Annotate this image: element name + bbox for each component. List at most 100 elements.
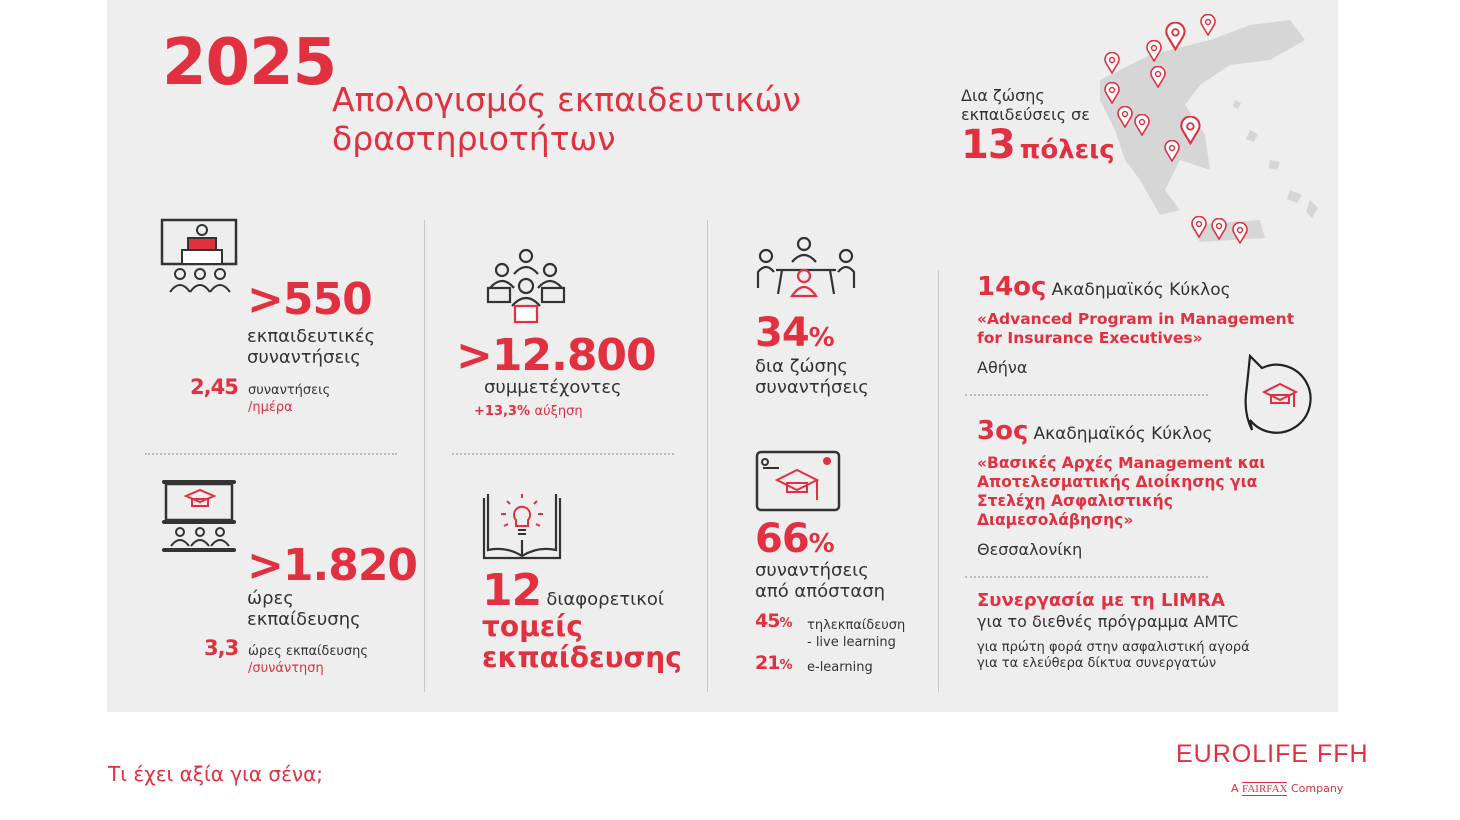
dotted-divider [965, 576, 1208, 578]
meetings-per-day-label: συναντήσεις/ημέρα [248, 382, 330, 416]
remote-stat: 66% [755, 516, 835, 562]
divider [938, 270, 939, 692]
divider [707, 220, 708, 692]
page-title: Απολογισμός εκπαιδευτικών δραστηριοτήτων [332, 80, 801, 158]
participants-icon [486, 248, 566, 324]
map-pin-icon [1191, 216, 1207, 238]
tagline: Τι έχει αξία για σένα; [108, 762, 324, 786]
title-line-2: δραστηριοτήτων [332, 119, 616, 158]
meetings-per-day-value: 2,45 [190, 375, 239, 399]
classroom-graduation-icon [162, 480, 236, 552]
live-label-2: συναντήσεις [755, 377, 869, 398]
participants-growth: +13,3% αύξηση [474, 404, 583, 419]
map-pin-icon [1211, 218, 1227, 240]
fairfax-tagline: A FAIRFAX Company [1231, 782, 1344, 796]
growth-label: αύξηση [534, 404, 583, 419]
map-pin-icon [1232, 222, 1248, 244]
hours-label: ώρες εκπαίδευσης [247, 588, 361, 630]
hours-per-meeting-text: ώρες εκπαίδευσης [248, 644, 369, 659]
hours-per-meeting-label: ώρες εκπαίδευσης/συνάντηση [248, 643, 368, 677]
growth-value: +13,3% [474, 404, 530, 419]
sectors-title-1: τομείς [482, 610, 583, 643]
map-pin-icon [1180, 116, 1201, 145]
remote-label: συναντήσεις από απόσταση [755, 560, 885, 602]
sectors-label: διαφορετικοί [546, 589, 664, 610]
map-pin-icon [1134, 114, 1150, 136]
sectors-title: τομείς εκπαίδευσης [482, 611, 682, 673]
map-pin-icon [1150, 66, 1166, 88]
logo-sub-company: Company [1290, 782, 1344, 795]
remote-label-1: συναντήσεις [755, 560, 869, 581]
elearning-label: e-learning [807, 660, 873, 675]
program-label: Ακαδημαϊκός Κύκλος [1033, 424, 1213, 444]
limra-title: Συνεργασία με τη LIMRA [977, 590, 1225, 611]
live-learning-value: 45 [755, 610, 780, 632]
meetings-label: εκπαιδευτικές συναντήσεις [247, 326, 375, 368]
elearning-screen-icon [755, 450, 841, 512]
elearning-pct: % [779, 658, 793, 673]
hours-label-2: εκπαίδευσης [247, 609, 361, 630]
divider [424, 220, 425, 692]
book-lightbulb-icon [482, 494, 562, 560]
map-caption-line-2: εκπαιδεύσεις σε [961, 105, 1090, 124]
cities-unit: πόλεις [1019, 135, 1115, 165]
program-ordinal: 3ος [977, 416, 1029, 446]
map-islands [1233, 100, 1318, 218]
map-pin-icon [1165, 22, 1186, 51]
sectors-stat: 12 διαφορετικοί [482, 565, 664, 616]
limra-subtitle: για το διεθνές πρόγραμμα AMTC [977, 612, 1239, 631]
cities-count: 13 πόλεις [961, 122, 1115, 168]
hours-label-1: ώρες [247, 588, 294, 609]
live-label: δια ζώσης συναντήσεις [755, 356, 869, 398]
meeting-table-icon [756, 236, 856, 298]
program-ordinal: 14ος [977, 272, 1047, 302]
program-title: «Advanced Program in Management for Insu… [977, 310, 1295, 347]
map-pin-icon [1200, 14, 1216, 36]
meetings-value: >550 [247, 274, 373, 325]
meetings-per-day-unit: /ημέρα [248, 400, 293, 415]
remote-pct: % [808, 529, 835, 559]
hours-per-meeting-unit: /συνάντηση [248, 661, 324, 676]
presenter-icon [160, 218, 238, 293]
map-caption: Δια ζώσης εκπαιδεύσεις σε [961, 86, 1090, 124]
map-pin-icon [1164, 140, 1180, 162]
program-title: «Βασικές Αρχές Management και Αποτελεσμα… [977, 454, 1266, 529]
graduation-speech-bubble-icon [1244, 354, 1312, 434]
meetings-label-2: συναντήσεις [247, 347, 361, 368]
map-pin-icon [1104, 52, 1120, 74]
live-value: 34 [755, 310, 810, 356]
program-label: Ακαδημαϊκός Κύκλος [1051, 280, 1231, 300]
live-learning-pct: % [779, 616, 793, 631]
map-pin-icon [1104, 82, 1120, 104]
elearning-value: 21 [755, 652, 780, 674]
live-pct: % [808, 323, 835, 353]
dotted-divider [965, 394, 1208, 396]
remote-value: 66 [755, 516, 810, 562]
hours-per-meeting-value: 3,3 [204, 636, 239, 660]
breakdown-live-learning: 45% [755, 610, 792, 632]
meetings-label-1: εκπαιδευτικές [247, 326, 376, 347]
program-city: Αθήνα [977, 358, 1028, 377]
program-3: 3ος Ακαδημαϊκός Κύκλος «Βασικές Αρχές Ma… [977, 416, 1307, 559]
program-city: Θεσσαλονίκη [977, 540, 1083, 559]
hours-value: >1.820 [247, 540, 418, 591]
remote-label-2: από απόσταση [755, 581, 886, 602]
map-caption-line-1: Δια ζώσης [961, 86, 1045, 105]
breakdown-elearning: 21% [755, 652, 792, 674]
fairfax-brand: FAIRFAX [1242, 782, 1288, 796]
live-learning-label-1: τηλεκπαίδευση [807, 618, 906, 633]
logo-sub-a: A [1231, 782, 1239, 795]
eurolife-logo: EUROLIFE FFH [1176, 740, 1369, 768]
limra-note: για πρώτη φορά στην ασφαλιστική αγορά γι… [977, 640, 1250, 671]
live-stat: 34% [755, 310, 835, 356]
limra-partnership: Συνεργασία με τη LIMRA για το διεθνές πρ… [977, 590, 1297, 672]
map-mainland [1100, 20, 1305, 215]
cities-number: 13 [961, 122, 1016, 168]
title-line-1: Απολογισμός εκπαιδευτικών [332, 80, 801, 119]
participants-value: >12.800 [456, 330, 657, 381]
sectors-value: 12 [482, 565, 542, 616]
year: 2025 [162, 26, 337, 100]
sectors-title-2: εκπαίδευσης [482, 641, 682, 674]
meetings-per-day-text: συναντήσεις [248, 383, 331, 398]
live-learning-label-2: - live learning [807, 635, 896, 650]
